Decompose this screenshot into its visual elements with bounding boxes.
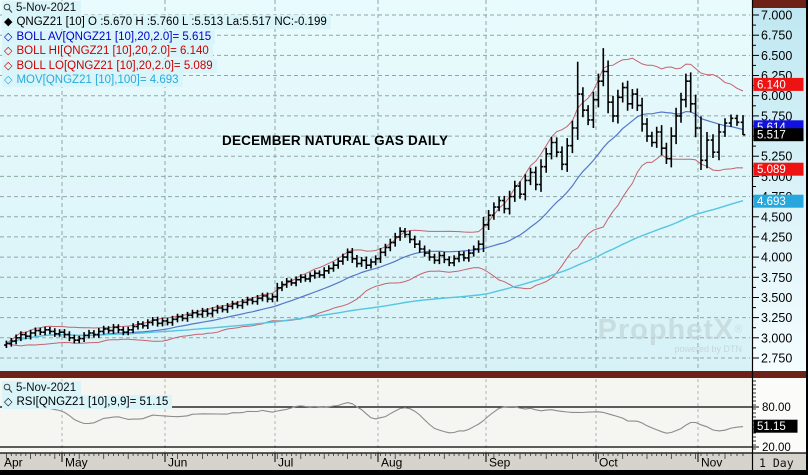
price-axis-label: 5.750 <box>761 109 792 123</box>
legend-text: BOLL AV[QNGZ21 [10],20,2.0]= 5.615 <box>16 30 212 43</box>
legend-rows: ◆ QNGZ21 [10] O :5.670 H :5.760 L :5.513 … <box>2 15 331 87</box>
rsi-axis-label: 20.00 <box>762 442 791 454</box>
rsi-date-label-row: 5-Nov-2021 <box>2 381 82 395</box>
price-axis-label: 3.250 <box>761 311 792 325</box>
price-axis-label: 5.250 <box>761 150 792 164</box>
price-axis-label: 3.500 <box>761 291 792 305</box>
month-label: Sep <box>489 456 511 470</box>
magnifier-icon[interactable] <box>3 383 13 394</box>
price-axis-panel <box>753 8 808 371</box>
rsi-axis-panel <box>753 378 808 453</box>
month-label: Aug <box>381 456 402 470</box>
price-axis-label: 6.750 <box>761 29 792 43</box>
rsi-panel[interactable] <box>0 378 753 453</box>
price-axis-label: 3.000 <box>761 331 792 345</box>
price-chip <box>753 128 804 142</box>
price-chip <box>753 77 804 91</box>
panel-separator[interactable] <box>0 371 808 378</box>
month-label: Apr <box>4 456 23 470</box>
rsi-legend: 5-Nov-2021 ◇ RSI[QNGZ21 [10],9,9]= 51.15 <box>2 381 173 410</box>
axis-top-bar <box>753 0 808 8</box>
rsi-legend-row[interactable]: ◇ RSI[QNGZ21 [10],9,9]= 51.15 <box>2 395 173 409</box>
price-axis-label: 6.000 <box>761 89 792 103</box>
month-label: May <box>65 456 88 470</box>
filled-diamond-icon: ◆ <box>4 16 13 28</box>
rsi-axis: 80.00 20.00 51.15 <box>753 380 798 454</box>
main-chart-legend: 5-Nov-2021 ◆ QNGZ21 [10] O :5.670 H :5.76… <box>2 1 331 88</box>
price-chip-label: 5.517 <box>757 130 786 142</box>
diamond-icon: ◇ <box>4 45 13 57</box>
legend-row[interactable]: ◇ BOLL LO[QNGZ21 [10],20,2.0]= 5.089 <box>2 58 217 73</box>
rsi-chip-label: 51.15 <box>757 421 786 433</box>
timeframe-button[interactable]: 1 Day <box>759 456 794 470</box>
rsi-grid <box>61 379 699 452</box>
price-chip <box>753 162 804 176</box>
time-axis: Apr May Jun Jul Aug Sep Oct Nov <box>4 453 744 470</box>
date-label-row: 5-Nov-2021 <box>2 1 82 15</box>
legend-text: QNGZ21 [10] O :5.670 H :5.760 L :5.513 L… <box>16 16 327 28</box>
ma100-line <box>6 200 744 345</box>
bollinger-upper-line <box>6 57 744 344</box>
diamond-icon: ◇ <box>4 74 13 86</box>
price-chip-label: 6.140 <box>757 79 786 91</box>
diamond-icon: ◇ <box>4 59 13 72</box>
legend-text: MOV[QNGZ21 [10],100]= 4.693 <box>16 74 179 86</box>
legend-text: BOLL HI[QNGZ21 [10],20,2.0]= 6.140 <box>16 45 209 57</box>
price-axis-label: 6.500 <box>761 49 792 63</box>
bollinger-lower-line <box>6 154 744 347</box>
rsi-legend-text: RSI[QNGZ21 [10],9,9]= 51.15 <box>16 396 169 408</box>
legend-row[interactable]: ◆ QNGZ21 [10] O :5.670 H :5.760 L :5.513 … <box>2 15 331 29</box>
legend-row[interactable]: ◇ MOV[QNGZ21 [10],100]= 4.693 <box>2 73 183 87</box>
month-label: Jul <box>278 456 293 470</box>
month-label: Oct <box>599 456 618 470</box>
price-chip-label: 4.693 <box>757 196 786 208</box>
month-label: Jun <box>168 456 187 470</box>
chart-title: DECEMBER NATURAL GAS DAILY <box>222 133 449 148</box>
month-label: Nov <box>701 456 722 470</box>
legend-row[interactable]: ◇ BOLL AV[QNGZ21 [10],20,2.0]= 5.615 <box>2 29 216 44</box>
price-axis-label: 2.750 <box>761 352 792 366</box>
time-axis-strip <box>0 453 808 470</box>
diamond-icon: ◇ <box>4 396 13 408</box>
bottom-bar <box>0 470 808 475</box>
price-bars <box>4 48 746 348</box>
price-axis-label: 4.000 <box>761 251 792 265</box>
price-axis-label: 4.250 <box>761 230 792 244</box>
price-chip <box>753 194 804 208</box>
rsi-chip <box>753 419 798 433</box>
magnifier-icon[interactable] <box>3 3 13 14</box>
legend-row[interactable]: ◇ BOLL HI[QNGZ21 [10],20,2.0]= 6.140 <box>2 44 213 58</box>
rsi-axis-label: 80.00 <box>762 402 791 414</box>
main-grid <box>0 0 750 371</box>
diamond-icon: ◇ <box>4 30 13 43</box>
price-axis-label: 4.500 <box>761 210 792 224</box>
price-axis-label: 3.750 <box>761 271 792 285</box>
rsi-line <box>6 402 744 434</box>
main-date-label: 5-Nov-2021 <box>16 2 77 14</box>
price-chip-label: 5.089 <box>757 164 786 176</box>
rsi-date-label: 5-Nov-2021 <box>16 382 77 394</box>
right-border <box>806 0 808 475</box>
legend-text: BOLL LO[QNGZ21 [10],20,2.0]= 5.089 <box>16 59 213 72</box>
price-axis: 7.0006.7506.5006.2506.0005.7505.5005.250… <box>753 9 804 366</box>
price-axis-label: 7.000 <box>761 9 792 23</box>
